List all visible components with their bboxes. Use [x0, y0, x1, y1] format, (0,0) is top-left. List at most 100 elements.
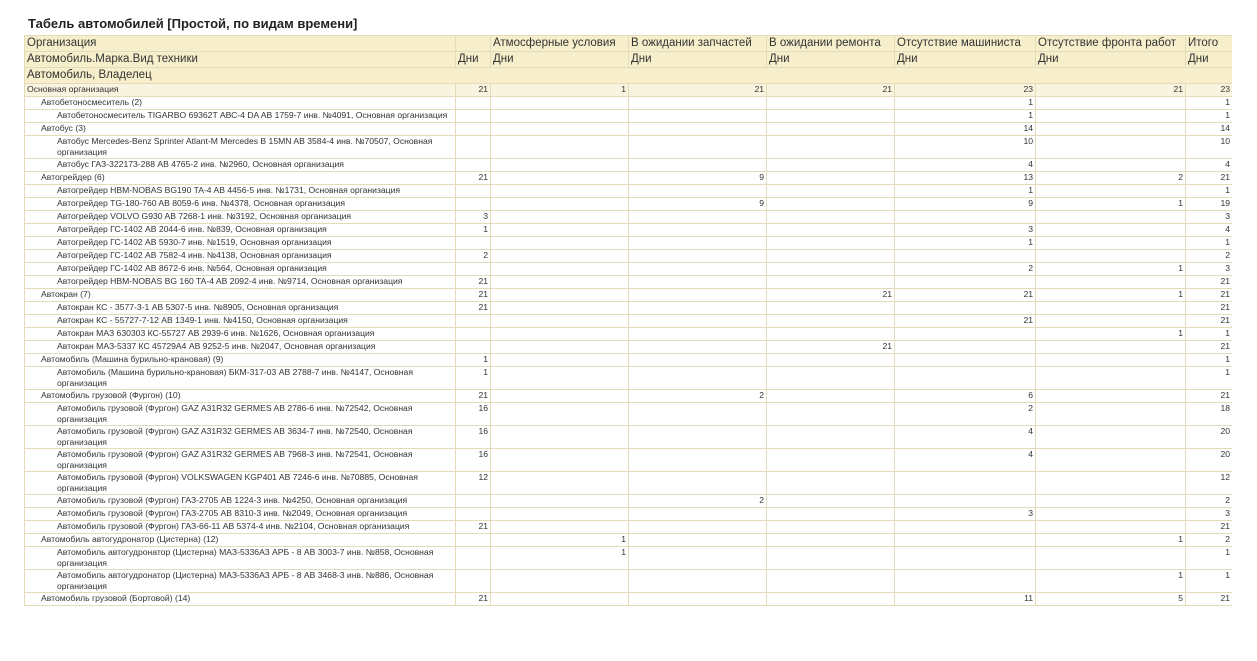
- value-cell: [766, 109, 895, 123]
- value-cell: [628, 122, 767, 136]
- value-cell: 1: [1185, 353, 1232, 367]
- table-row: Автобус (3) 14 14: [24, 122, 1232, 136]
- value-cell: [490, 236, 629, 250]
- value-cell: [490, 448, 629, 472]
- value-cell: [628, 507, 767, 521]
- table-row: Автомобиль автогудронатор (Цистерна) МАЗ…: [24, 569, 1232, 593]
- value-cell: 1: [1185, 546, 1232, 570]
- value-cell: 13: [894, 171, 1036, 185]
- row-name: Автомобиль грузовой (Фургон) ГАЗ-2705 АВ…: [24, 507, 456, 521]
- value-cell: [766, 425, 895, 449]
- value-cell: [455, 122, 491, 136]
- row-name: Автокран МАЗ-5337 КС 45729А4 АВ 9252-5 и…: [24, 340, 456, 354]
- row-name: Автомобиль грузовой (Бортовой) (14): [24, 592, 456, 606]
- table-row: Основная организация 21 1 21 21 23 21 23: [24, 83, 1232, 97]
- value-cell: 9: [628, 171, 767, 185]
- value-cell: [628, 135, 767, 159]
- value-cell: 21: [894, 288, 1036, 302]
- value-cell: 21: [1185, 520, 1232, 534]
- value-cell: [766, 546, 895, 570]
- value-cell: [894, 353, 1036, 367]
- value-cell: 16: [455, 448, 491, 472]
- value-cell: [490, 569, 629, 593]
- value-cell: [455, 236, 491, 250]
- value-cell: 10: [894, 135, 1036, 159]
- unit-cell: Дни: [894, 51, 1036, 68]
- value-cell: [766, 158, 895, 172]
- value-cell: [766, 353, 895, 367]
- value-cell: [894, 471, 1036, 495]
- value-cell: [455, 569, 491, 593]
- value-cell: 21: [455, 171, 491, 185]
- value-cell: [455, 262, 491, 276]
- table-row: Автокран КС - 55727-7-12 АВ 1349-1 инв. …: [24, 314, 1232, 328]
- value-cell: [490, 122, 629, 136]
- table-row: Автобус ГАЗ-322173-288 АВ 4765-2 инв. №2…: [24, 158, 1232, 172]
- value-cell: [766, 262, 895, 276]
- value-cell: 21: [1185, 301, 1232, 315]
- value-cell: [766, 236, 895, 250]
- value-cell: 2: [628, 389, 767, 403]
- header-cell: В ожидании запчастей: [628, 35, 767, 52]
- table-row: Автогрейдер (6) 21 9 13 2 21: [24, 171, 1232, 185]
- value-cell: 21: [1185, 389, 1232, 403]
- value-cell: [766, 301, 895, 315]
- value-cell: [628, 301, 767, 315]
- unit-cell: Дни: [455, 51, 491, 68]
- table-row: Автокран (7) 21 21 21 1 21: [24, 288, 1232, 302]
- table-row: Автобетоносмеситель TIGARBO 69362T АВС-4…: [24, 109, 1232, 123]
- value-cell: 4: [1185, 158, 1232, 172]
- table-row: Автокран МАЗ 630303 КС-55727 АВ 2939-6 и…: [24, 327, 1232, 341]
- value-cell: [766, 327, 895, 341]
- value-cell: [766, 135, 895, 159]
- value-cell: [766, 533, 895, 547]
- value-cell: [455, 340, 491, 354]
- value-cell: [628, 340, 767, 354]
- value-cell: 21: [455, 592, 491, 606]
- value-cell: [894, 249, 1036, 263]
- value-cell: [490, 507, 629, 521]
- value-cell: 3: [1185, 262, 1232, 276]
- value-cell: [894, 340, 1036, 354]
- header-cell: Итого: [1185, 35, 1232, 52]
- report-table: Организация Атмосферные условия В ожидании…: [24, 35, 1232, 606]
- row-name: Автогрейдер ГС-1402 АВ 8672-6 инв. №564,…: [24, 262, 456, 276]
- value-cell: [1035, 210, 1186, 224]
- value-cell: [490, 249, 629, 263]
- value-cell: 1: [1185, 366, 1232, 390]
- table-row: Автомобиль грузовой (Фургон) ГАЗ-2705 АВ…: [24, 494, 1232, 508]
- value-cell: 21: [1185, 314, 1232, 328]
- value-cell: [628, 210, 767, 224]
- value-cell: [628, 288, 767, 302]
- row-name: Автокран КС - 3577-3-1 АВ 5307-5 инв. №8…: [24, 301, 456, 315]
- row-name: Автокран МАЗ 630303 КС-55727 АВ 2939-6 и…: [24, 327, 456, 341]
- value-cell: [894, 569, 1036, 593]
- value-cell: [766, 592, 895, 606]
- row-name: Автогрейдер TG-180-760 AB 8059-6 инв. №4…: [24, 197, 456, 211]
- value-cell: [1035, 135, 1186, 159]
- value-cell: [628, 471, 767, 495]
- value-cell: [766, 122, 895, 136]
- value-cell: 1: [490, 546, 629, 570]
- value-cell: [628, 109, 767, 123]
- header-row: Автомобиль, Владелец: [24, 67, 1232, 84]
- value-cell: 2: [455, 249, 491, 263]
- table-row: Автомобиль грузовой (Фургон) GAZ A31R32 …: [24, 402, 1232, 426]
- value-cell: [894, 520, 1036, 534]
- unit-cell: Дни: [1035, 51, 1186, 68]
- table-row: Автокран КС - 3577-3-1 АВ 5307-5 инв. №8…: [24, 301, 1232, 315]
- value-cell: 2: [1185, 249, 1232, 263]
- value-cell: [628, 158, 767, 172]
- value-cell: [1035, 275, 1186, 289]
- row-name: Автогрейдер VOLVO G930 AB 7268-1 инв. №3…: [24, 210, 456, 224]
- value-cell: [490, 288, 629, 302]
- row-name: Автогрейдер HBM-NOBAS BG190 TA-4 AB 4456…: [24, 184, 456, 198]
- row-name: Автогрейдер ГС-1402 АВ 5930-7 инв. №1519…: [24, 236, 456, 250]
- row-name: Автобетоносмеситель TIGARBO 69362T АВС-4…: [24, 109, 456, 123]
- unit-cell: Дни: [766, 51, 895, 68]
- value-cell: [894, 546, 1036, 570]
- value-cell: 1: [1035, 262, 1186, 276]
- row-name: Автогрейдер HBM-NOBAS BG 160 TA-4 AB 209…: [24, 275, 456, 289]
- value-cell: [766, 366, 895, 390]
- value-cell: [490, 327, 629, 341]
